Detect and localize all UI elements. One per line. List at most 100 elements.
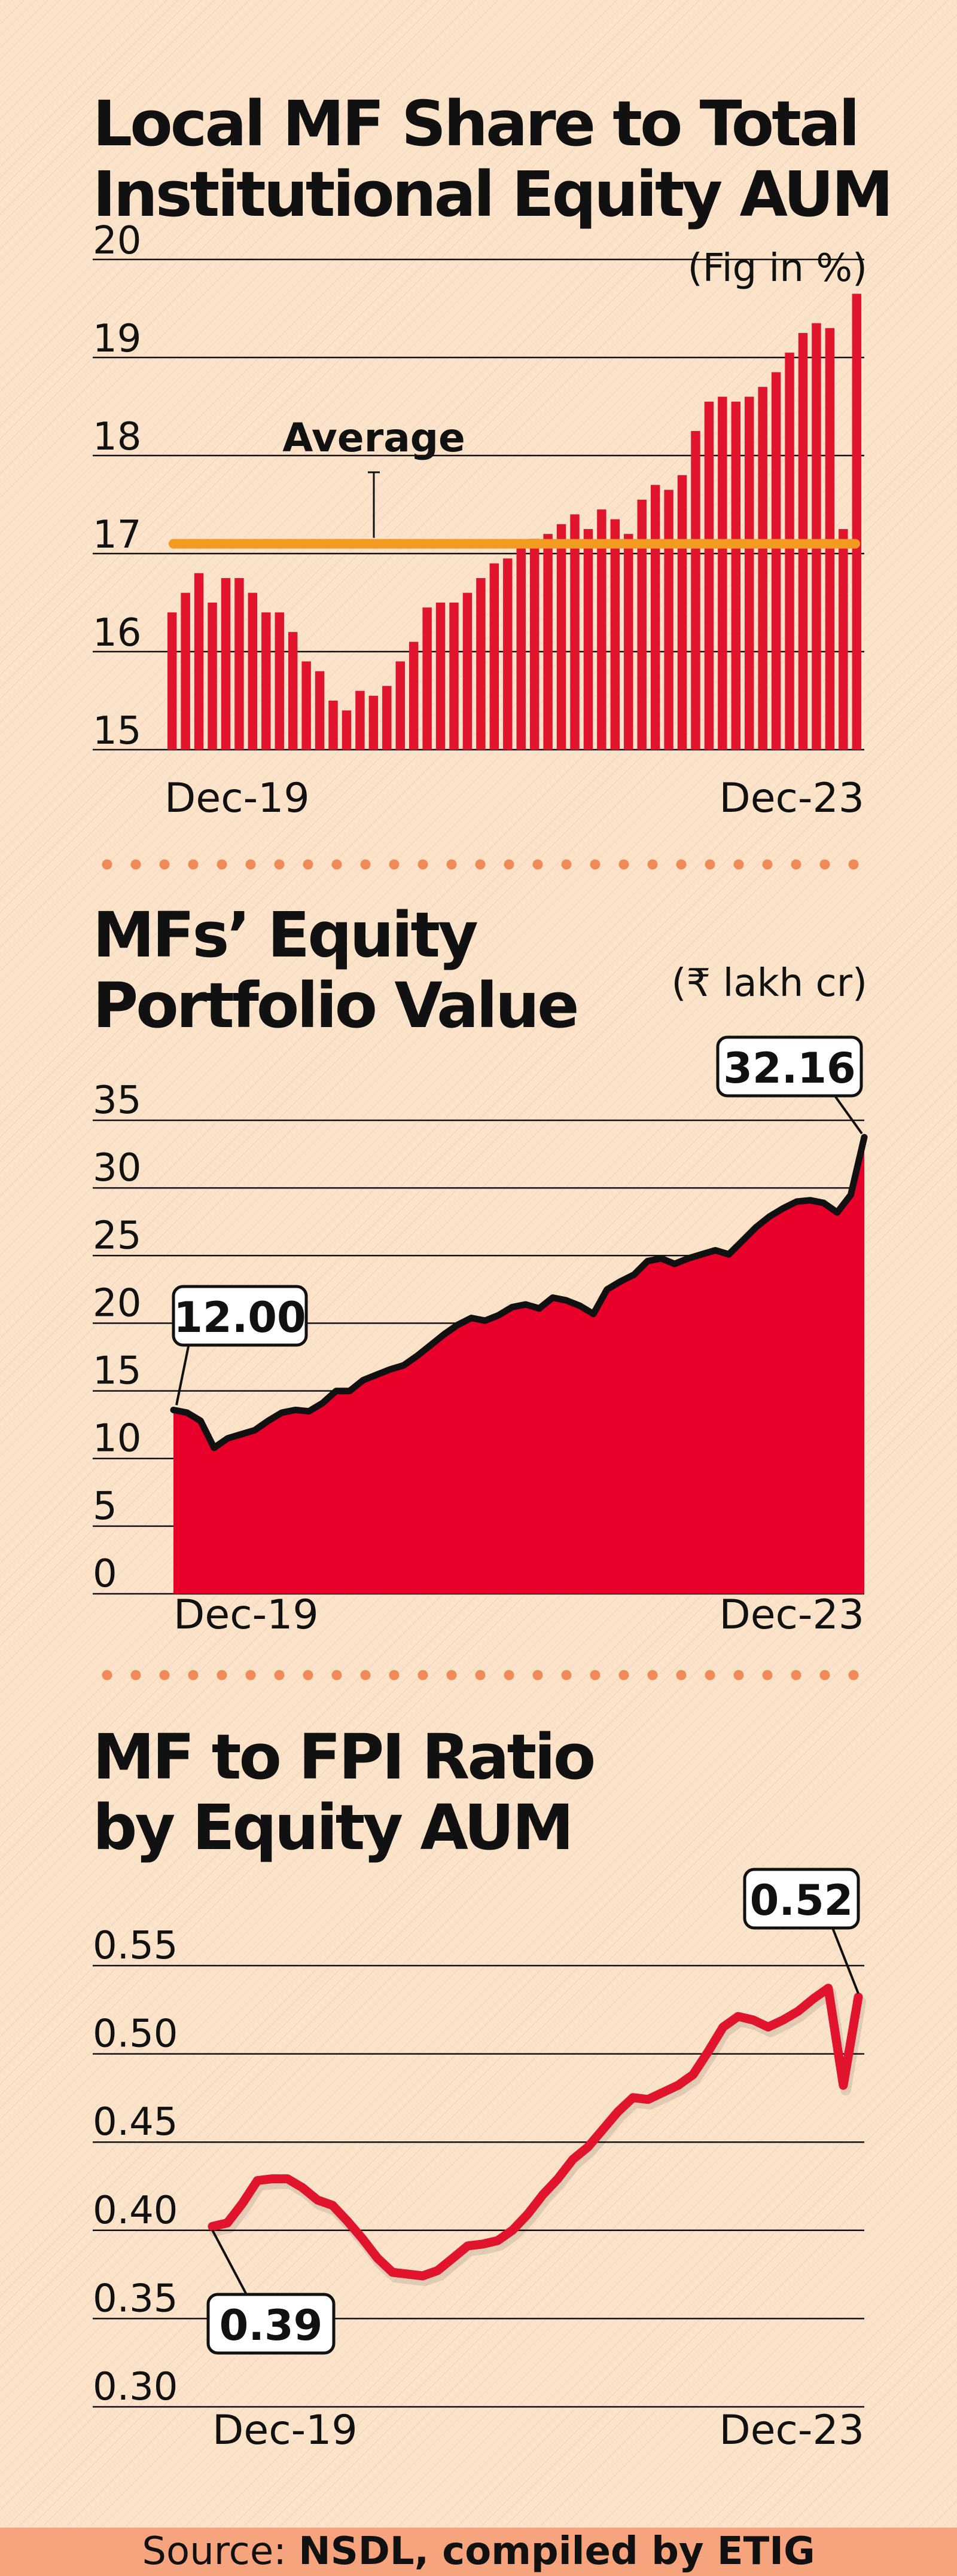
- annotation-box: [716, 1035, 863, 1098]
- y-tick-label: 20: [93, 219, 141, 263]
- bar: [167, 612, 177, 750]
- y-tick-label: 35: [93, 1078, 141, 1123]
- x-tick-label: Dec-19: [212, 2407, 358, 2454]
- section-divider: [93, 858, 864, 870]
- bar: [435, 603, 446, 750]
- source-name: NSDL, compiled by ETIG: [298, 2529, 815, 2574]
- annotation-box: [172, 1285, 308, 1347]
- y-tick-label: 19: [93, 317, 141, 361]
- bar: [852, 294, 861, 750]
- y-tick-label: 0.30: [93, 2365, 178, 2409]
- bar: [194, 573, 204, 750]
- y-tick-label: 0.35: [93, 2276, 178, 2321]
- chart-title: MFs’ Equity Portfolio Value: [93, 899, 580, 1042]
- title-line-1: MFs’ Equity: [93, 899, 478, 971]
- bar: [825, 328, 835, 750]
- series-line: [170, 1133, 868, 1452]
- annotation-box: [743, 1868, 860, 1930]
- area-fill: [173, 1137, 864, 1594]
- bar: [449, 603, 459, 750]
- bar: [234, 578, 244, 750]
- annotation-label: 32.16: [723, 1044, 855, 1093]
- unit-label: (₹ lakh cr): [671, 961, 867, 1006]
- bar: [315, 671, 325, 750]
- y-tick-label: 25: [93, 1214, 141, 1258]
- bar: [785, 352, 794, 750]
- bar: [342, 710, 352, 750]
- bar: [221, 578, 231, 750]
- x-tick-label: Dec-23: [719, 2407, 864, 2454]
- bar: [664, 490, 673, 750]
- chart-title: MF to FPI Ratio by Equity AUM: [93, 1721, 596, 1864]
- bar: [758, 387, 767, 750]
- x-tick-label: Dec-19: [164, 775, 310, 822]
- annotation-label: 0.39: [220, 2301, 323, 2350]
- title-line-1: MF to FPI Ratio: [93, 1721, 596, 1793]
- y-tick-label: 30: [93, 1146, 141, 1190]
- y-tick-label: 18: [93, 415, 141, 459]
- series-line-shadow: [209, 1987, 866, 2286]
- bar: [691, 431, 700, 750]
- bar: [355, 690, 365, 750]
- annotation-leader: [831, 1927, 860, 1994]
- chart-title: Local MF Share to Total Institutional Eq…: [93, 87, 894, 231]
- bar: [248, 592, 258, 750]
- bar: [368, 695, 379, 750]
- bar: [650, 485, 660, 750]
- unit-label: (Fig in %): [687, 246, 867, 291]
- annotation-label: 12.00: [173, 1293, 306, 1342]
- bar: [261, 612, 271, 750]
- bar: [288, 632, 298, 750]
- bar: [275, 612, 284, 750]
- y-tick-label: 20: [93, 1281, 141, 1325]
- title-line-1: Local MF Share to Total: [93, 87, 860, 160]
- bar: [208, 603, 217, 750]
- y-tick-label: 5: [93, 1484, 117, 1529]
- y-tick-label: 15: [93, 1349, 141, 1394]
- bar: [422, 607, 432, 750]
- y-tick-label: 16: [93, 611, 141, 655]
- bar-chart: 20 19 18 17 16 15 Average Dec-19 Dec-23: [93, 219, 864, 822]
- annotation-leader: [833, 1094, 863, 1135]
- bar: [503, 558, 513, 750]
- y-tick-label: 0.40: [93, 2189, 178, 2233]
- bar: [637, 499, 647, 750]
- bar: [597, 509, 606, 750]
- y-tick-label: 0.50: [93, 2012, 178, 2056]
- annotation-box: [206, 2293, 336, 2355]
- bar: [395, 661, 405, 750]
- source-prefix: Source:: [142, 2529, 299, 2574]
- x-tick-label: Dec-23: [719, 1591, 864, 1639]
- bar: [771, 372, 781, 750]
- bar: [529, 539, 540, 750]
- bar: [610, 519, 620, 750]
- chart-panel-mf-share: Local MF Share to Total Institutional Eq…: [0, 0, 957, 837]
- area-chart: 35 30 25 20 15 10 5 0 12.00 32.16 Dec-19 Dec-23: [93, 1035, 868, 1639]
- y-tick-label: 15: [93, 709, 141, 753]
- section-divider: [93, 1669, 864, 1681]
- bar: [301, 661, 311, 750]
- bar: [543, 534, 553, 750]
- bar: [570, 514, 580, 750]
- bar: [462, 592, 473, 750]
- bar: [624, 534, 633, 750]
- title-line-2: Institutional Equity AUM: [93, 158, 894, 231]
- average-label: Average: [282, 415, 465, 461]
- series-line: [208, 1984, 863, 2281]
- annotation-label: 0.52: [750, 1876, 854, 1925]
- y-tick-label: 17: [93, 513, 141, 557]
- bar: [489, 563, 499, 750]
- bar: [476, 578, 486, 750]
- title-line-2: Portfolio Value: [93, 969, 580, 1042]
- bar: [382, 686, 392, 750]
- title-line-2: by Equity AUM: [93, 1791, 574, 1864]
- chart-panel-portfolio-value: MFs’ Equity Portfolio Value (₹ lakh cr) …: [93, 899, 868, 1639]
- bar: [745, 396, 754, 750]
- y-tick-label: 0: [93, 1552, 117, 1596]
- x-tick-label: Dec-23: [719, 775, 864, 822]
- bar: [583, 529, 593, 750]
- y-tick-label: 10: [93, 1417, 141, 1461]
- bar: [328, 701, 338, 750]
